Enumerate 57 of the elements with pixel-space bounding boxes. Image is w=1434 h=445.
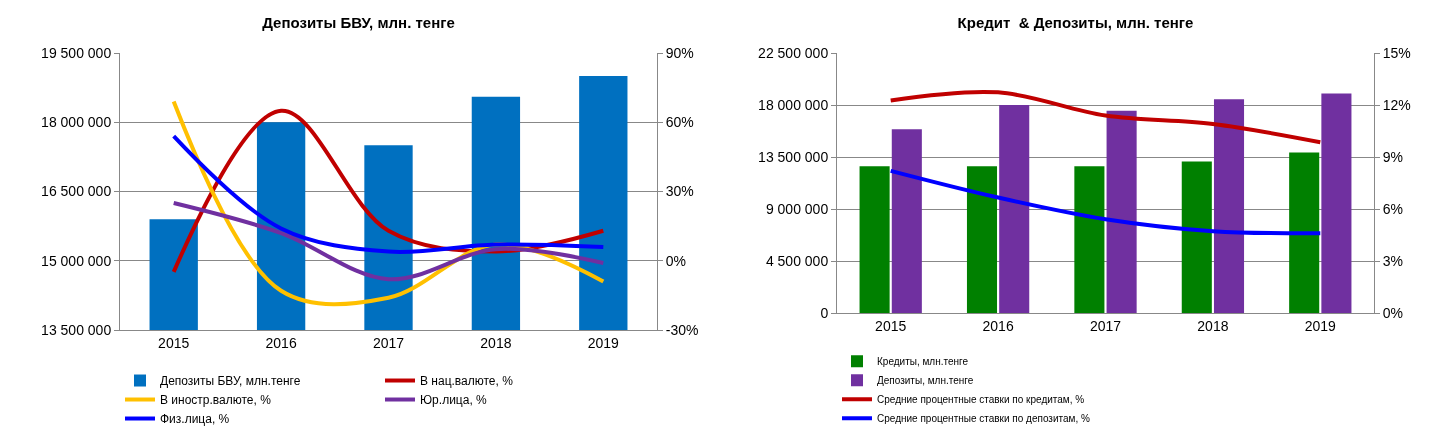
bar — [859, 166, 890, 313]
x-tick-label: 2016 — [265, 334, 297, 351]
bar — [1213, 99, 1245, 313]
x-tick-label: 2018 — [480, 334, 512, 351]
legend-label: Депозиты, млн.тенге — [877, 375, 974, 387]
x-tick-label: 2019 — [587, 334, 620, 351]
y-tick-label: 9 000 000 — [765, 200, 829, 217]
line-series — [171, 134, 606, 254]
y2-tick-label: 15% — [1382, 44, 1411, 61]
line-series — [888, 168, 1323, 236]
y-tick-label: 18 000 000 — [758, 96, 829, 113]
legend-label: В нац.валюте, % — [420, 374, 514, 389]
y2-tick-label: 0% — [1382, 304, 1404, 321]
y-tick-label: 19 500 000 — [41, 44, 112, 61]
x-tick-label: 2015 — [158, 334, 190, 351]
y2-tick-label: 30% — [665, 183, 694, 200]
y2-tick-label: 12% — [1382, 96, 1411, 113]
y2-tick-label: 0% — [665, 252, 687, 269]
chart-title: Кредит & Депозиты, млн. тенге — [957, 14, 1194, 32]
y-tick-label: 15 000 000 — [41, 252, 112, 269]
bar — [1289, 152, 1320, 313]
x-tick-label: 2018 — [1197, 317, 1229, 334]
y-tick-label: 13 500 000 — [41, 321, 112, 338]
y2-tick-label: -30% — [665, 321, 699, 338]
y2-tick-label: 6% — [1382, 200, 1404, 217]
legend-label: Депозиты БВУ, млн.тенге — [160, 374, 301, 389]
y-tick-label: 22 500 000 — [758, 44, 829, 61]
chart-title: Депозиты БВУ, млн. тенге — [262, 14, 455, 32]
x-tick-label: 2016 — [982, 317, 1014, 334]
bar — [1321, 93, 1352, 313]
y2-tick-label: 90% — [665, 44, 694, 61]
legend-label: Средние процентные ставки по кредитам, % — [877, 394, 1085, 406]
bar — [1181, 161, 1212, 313]
bar — [1106, 110, 1137, 313]
line-series — [171, 201, 606, 282]
x-tick-label: 2015 — [875, 317, 907, 334]
y-tick-label: 4 500 000 — [765, 252, 829, 269]
legend-label: В иностр.валюте, % — [160, 393, 272, 408]
legend-label: Кредиты, млн.тенге — [877, 356, 969, 368]
y2-tick-label: 3% — [1382, 252, 1404, 269]
bar — [1074, 166, 1105, 313]
bar — [966, 166, 998, 313]
y-tick-label: 0 — [820, 304, 829, 321]
legend-label: Физ.лица, % — [160, 412, 230, 427]
bar — [891, 129, 922, 313]
line-series — [888, 89, 1323, 145]
legend-label: Юр.лица, % — [420, 393, 488, 408]
y-tick-label: 18 000 000 — [41, 114, 112, 131]
y2-tick-label: 9% — [1382, 148, 1404, 165]
x-tick-label: 2017 — [1089, 317, 1122, 334]
legend-label: Средние процентные ставки по депозитам, % — [877, 413, 1090, 425]
y-tick-label: 16 500 000 — [41, 183, 112, 200]
x-tick-label: 2017 — [372, 334, 405, 351]
x-tick-label: 2019 — [1304, 317, 1337, 334]
y2-tick-label: 60% — [665, 114, 694, 131]
bar — [999, 105, 1030, 313]
y-tick-label: 13 500 000 — [758, 148, 829, 165]
